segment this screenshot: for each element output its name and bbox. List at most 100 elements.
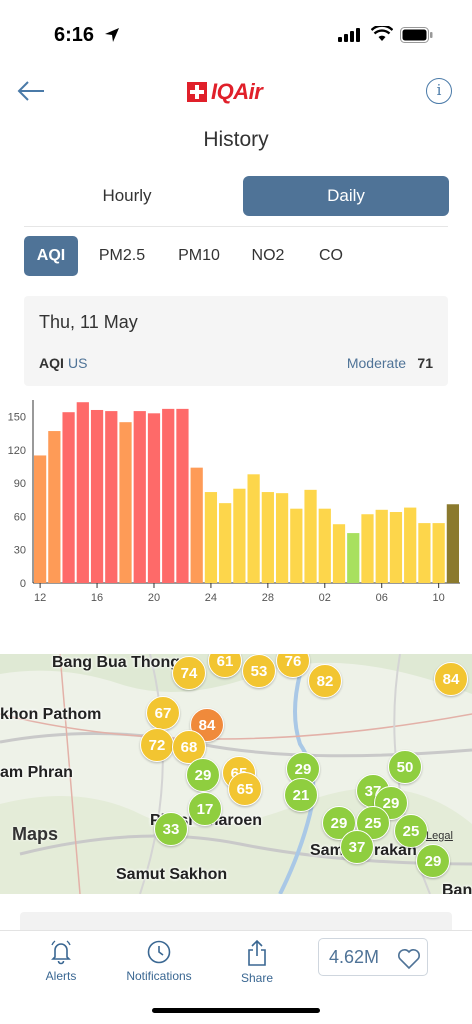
location-arrow-icon	[105, 28, 119, 42]
chart-bar[interactable]	[389, 512, 403, 583]
tab-pm25[interactable]: PM2.5	[98, 247, 146, 264]
tab-co[interactable]: CO	[319, 247, 343, 264]
chart-bar[interactable]	[147, 413, 161, 583]
period-segment: Hourly Daily	[24, 176, 449, 216]
summary-value: 71	[417, 355, 433, 371]
chart-bar[interactable]	[119, 422, 132, 583]
chart-bar[interactable]	[275, 493, 289, 583]
chart-y-tick-label: 90	[14, 478, 26, 490]
chart-bar[interactable]	[190, 467, 203, 583]
page-title: History	[203, 128, 269, 151]
nav-bar: IQAir i	[0, 64, 472, 120]
chart-bar[interactable]	[162, 408, 175, 583]
chart-bar[interactable]	[48, 431, 61, 583]
map-pin[interactable]: 65	[228, 772, 262, 806]
map-pin[interactable]: 68	[172, 730, 206, 764]
map-pin[interactable]: 74	[172, 656, 206, 690]
summary-param: AQI	[39, 355, 64, 371]
heart-icon	[398, 949, 420, 970]
map-label: Samut Sakhon	[116, 866, 228, 883]
map-pin[interactable]: 84	[190, 708, 224, 742]
map-pin[interactable]: 25	[394, 814, 428, 848]
segment-daily[interactable]: Daily	[243, 176, 449, 216]
map-pin[interactable]: 21	[284, 778, 318, 812]
chart-y-tick-label: 150	[8, 412, 26, 424]
cellular-signal-icon	[338, 28, 360, 42]
map-pin[interactable]: 33	[154, 812, 188, 846]
chart-bar[interactable]	[105, 411, 118, 583]
chart-bar[interactable]	[290, 508, 303, 583]
chart-x-tick-label: 10	[433, 592, 445, 604]
chart-bar[interactable]	[446, 504, 459, 583]
map-pin[interactable]: 53	[242, 654, 276, 688]
summary-standard: US	[68, 355, 88, 371]
map-pin[interactable]: 67	[146, 696, 180, 730]
chart-bar[interactable]	[361, 514, 374, 583]
status-bar: 6:16	[0, 0, 472, 64]
chart-bar[interactable]	[418, 523, 431, 583]
favorite-button[interactable]: 4.62M	[318, 938, 428, 976]
aqi-bar-chart[interactable]: 0 30 60 90 120 150 12 16 20 24 28 02 06 10	[0, 396, 472, 610]
iqair-logo: IQAir	[187, 79, 263, 104]
info-icon[interactable]: i	[426, 78, 452, 104]
chart-y-tick-label: 0	[20, 578, 26, 590]
notifications-tab[interactable]: Notifications	[114, 939, 204, 983]
apple-maps-logo: Maps	[12, 824, 59, 844]
battery-icon	[400, 27, 433, 43]
chart-x-tick-label: 06	[376, 592, 388, 604]
bell-icon	[51, 940, 71, 965]
alerts-tab[interactable]: Alerts	[16, 939, 106, 983]
map-pin[interactable]: 29	[416, 844, 450, 878]
chart-bar[interactable]	[219, 503, 232, 583]
map-label: am Phran	[0, 764, 73, 781]
map-pin[interactable]: 50	[388, 750, 422, 784]
tab-pm10[interactable]: PM10	[178, 247, 220, 264]
share-icon	[248, 939, 266, 966]
chart-bar[interactable]	[347, 533, 360, 583]
summary-date: Thu, 11 May	[39, 312, 138, 332]
chart-bar[interactable]	[261, 492, 274, 583]
share-tab[interactable]: Share	[212, 939, 302, 985]
chart-y-tick-label: 120	[8, 445, 26, 457]
map-pin[interactable]: 29	[186, 758, 220, 792]
chart-bar[interactable]	[176, 408, 189, 583]
status-time: 6:16	[54, 24, 95, 46]
clock-icon	[147, 940, 171, 964]
chart-y-tick-label: 60	[14, 511, 26, 523]
map-pin[interactable]: 84	[434, 662, 468, 696]
swiss-cross-icon	[187, 82, 207, 102]
tab-aqi[interactable]: AQI	[24, 236, 78, 276]
chart-bar[interactable]	[233, 488, 246, 583]
chart-bar[interactable]	[76, 402, 89, 583]
home-indicator	[152, 1008, 320, 1013]
map-pin[interactable]: 61	[208, 654, 242, 678]
summary-card: Thu, 11 May AQI US Moderate 71	[24, 296, 448, 386]
map-pin[interactable]: 82	[308, 664, 342, 698]
map-pin[interactable]: 17	[188, 792, 222, 826]
map-pin[interactable]: 72	[140, 728, 174, 762]
chart-bar[interactable]	[318, 508, 331, 583]
map-pin[interactable]: 37	[340, 830, 374, 864]
chart-bar[interactable]	[247, 474, 260, 583]
notifications-label: Notifications	[126, 969, 192, 983]
chart-x-tick-label: 28	[262, 592, 274, 604]
legal-link[interactable]: Legal	[426, 830, 453, 842]
chart-bar[interactable]	[62, 412, 75, 583]
chart-bar[interactable]	[133, 411, 146, 583]
segment-hourly[interactable]: Hourly	[102, 186, 152, 205]
chart-bar[interactable]	[375, 509, 388, 583]
chart-x-tick-label: 20	[148, 592, 160, 604]
chart-bar[interactable]	[432, 523, 445, 583]
share-label: Share	[240, 971, 274, 985]
chart-bar[interactable]	[404, 507, 417, 583]
chart-bar[interactable]	[34, 455, 47, 583]
back-arrow-icon[interactable]	[16, 78, 46, 104]
chart-bar[interactable]	[90, 409, 104, 583]
aqi-map[interactable]: Bang Bua Thong khon Pathom am Phran Phas…	[0, 654, 472, 894]
tab-no2[interactable]: NO2	[251, 247, 285, 264]
map-label: Bang	[442, 882, 472, 894]
chart-bar[interactable]	[332, 524, 346, 583]
chart-bar[interactable]	[204, 492, 218, 583]
map-label: khon Pathom	[0, 706, 102, 723]
chart-bar[interactable]	[304, 489, 317, 583]
